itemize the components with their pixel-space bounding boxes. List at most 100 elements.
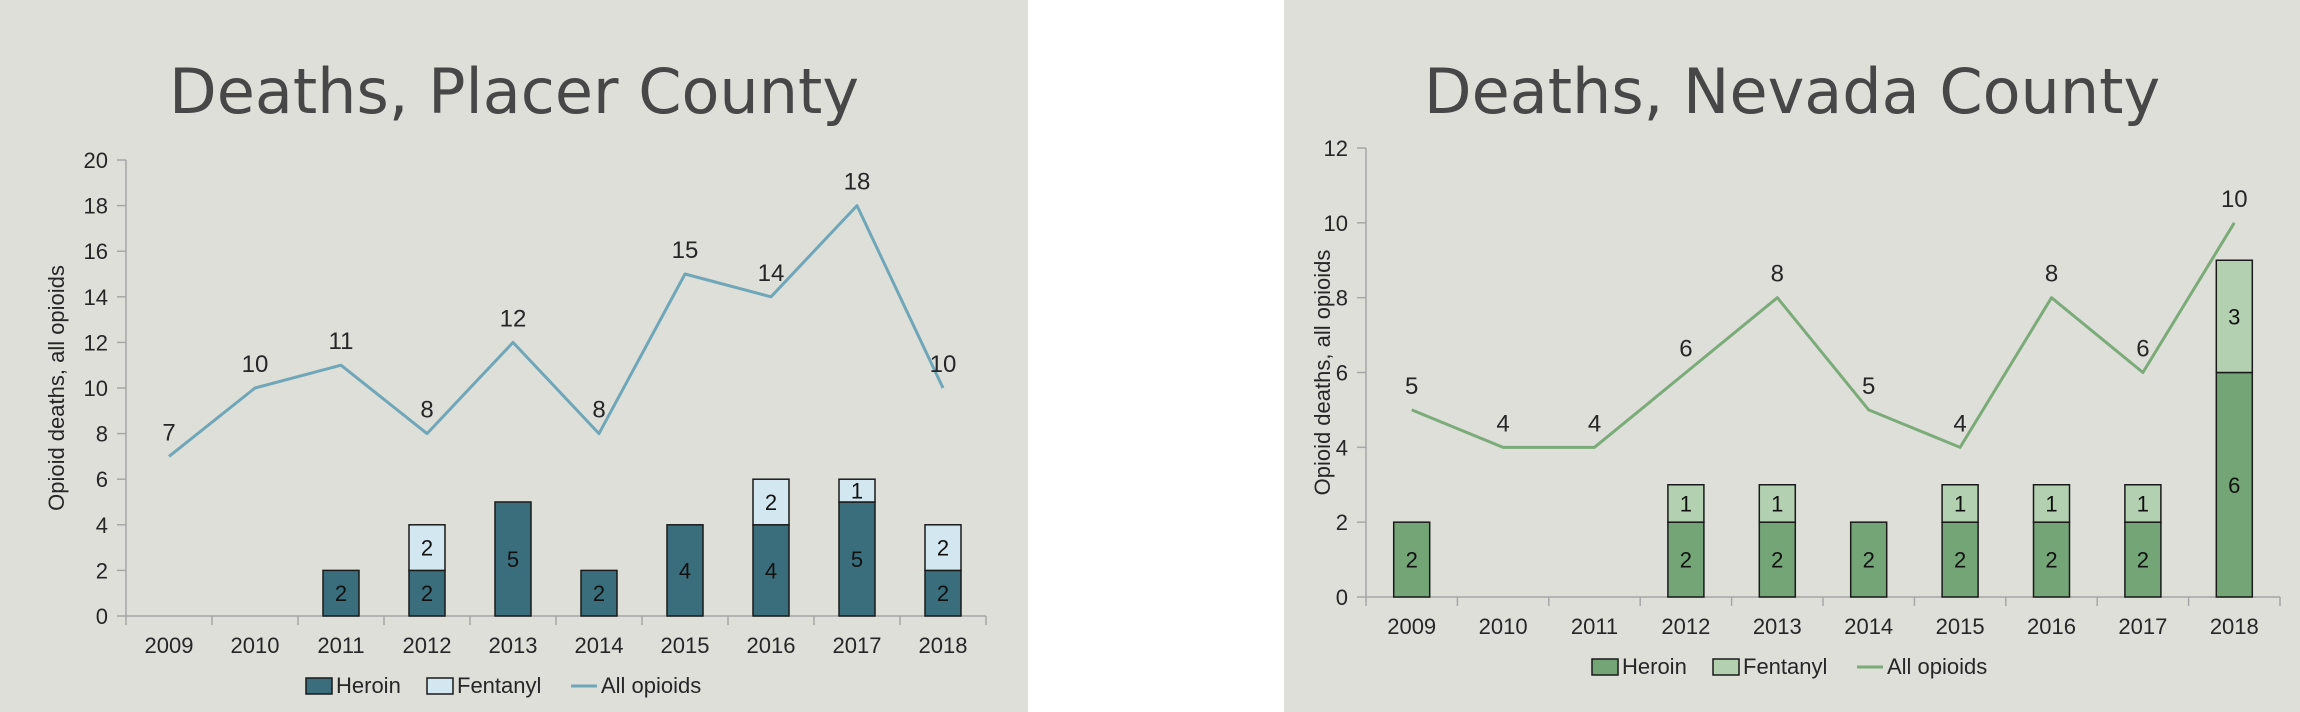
bar-data-label: 2 — [1680, 548, 1692, 573]
bar-fentanyl — [2215, 259, 2254, 374]
bar-fentanyl — [1941, 484, 1979, 523]
line-data-label: 4 — [1588, 410, 1601, 437]
bar-data-label: 1 — [1771, 491, 1783, 516]
line-data-label: 10 — [930, 351, 957, 378]
y-tick-label: 16 — [84, 239, 108, 264]
bar-data-label: 6 — [2228, 473, 2240, 498]
y-tick-label: 8 — [96, 422, 108, 447]
placer-chart-panel: Deaths, Placer County 0 2 4 6 8 10 12 14 16 18 20 2… — [0, 0, 1028, 712]
y-tick-label: 14 — [84, 285, 108, 310]
line-data-label: 18 — [844, 169, 871, 196]
bar-heroin — [580, 569, 618, 617]
legend-label: All opioids — [601, 673, 701, 698]
bar-data-label: 5 — [851, 547, 863, 572]
bar-data-label: 2 — [2137, 548, 2149, 573]
x-tick-label: 2010 — [231, 633, 280, 658]
bar-data-label: 2 — [1954, 548, 1966, 573]
bar-fentanyl — [838, 478, 876, 503]
bar-data-label: 2 — [335, 581, 347, 606]
line-data-label: 10 — [242, 351, 269, 378]
bar-data-label: 5 — [507, 547, 519, 572]
y-tick-label: 0 — [96, 604, 108, 629]
bar-heroin — [1849, 521, 1888, 598]
bar-heroin — [666, 524, 704, 617]
x-tick-label: 2014 — [1844, 614, 1893, 639]
line-data-label: 8 — [2045, 261, 2058, 288]
bar-data-label: 2 — [937, 536, 949, 561]
line-data-label: 14 — [758, 260, 785, 287]
legend-swatch-heroin — [305, 677, 333, 695]
y-axis-label: Opioid deaths, all opioids — [44, 265, 69, 511]
legend-label: Heroin — [336, 673, 401, 698]
bar-data-label: 2 — [421, 536, 433, 561]
bar-data-label: 2 — [2045, 548, 2057, 573]
y-tick-label: 10 — [84, 376, 108, 401]
bar-data-label: 2 — [937, 581, 949, 606]
line-data-label: 8 — [1771, 261, 1784, 288]
y-tick-label: 12 — [1324, 136, 1348, 161]
x-tick-label: 2009 — [1387, 614, 1436, 639]
line-data-label: 10 — [2221, 186, 2248, 213]
bar-heroin — [838, 501, 876, 617]
y-tick-label: 2 — [96, 558, 108, 583]
x-tick-label: 2016 — [2027, 614, 2076, 639]
x-tick-label: 2010 — [1479, 614, 1528, 639]
y-tick-label: 8 — [1336, 286, 1348, 311]
bar-data-label: 1 — [1954, 491, 1966, 516]
line-data-label: 8 — [420, 397, 433, 424]
bar-heroin — [1667, 521, 1705, 598]
bar-data-label: 2 — [1406, 548, 1418, 573]
x-tick-label: 2011 — [1571, 614, 1618, 639]
bar-fentanyl — [1758, 484, 1797, 523]
bar-heroin — [752, 524, 790, 617]
bar-fentanyl — [1667, 484, 1705, 523]
bar-data-label: 1 — [2045, 491, 2057, 516]
bar-data-label: 2 — [765, 490, 777, 515]
y-tick-label: 2 — [1336, 510, 1348, 535]
bar-heroin — [408, 569, 446, 617]
bar-fentanyl — [2032, 484, 2071, 523]
legend-label: Fentanyl — [457, 673, 541, 698]
line-data-label: 4 — [1496, 410, 1509, 437]
nevada-chart-panel: Deaths, Nevada County 0 2 4 6 8 10 12 2009 2010 2… — [1284, 0, 2300, 712]
chart-title: Deaths, Nevada County — [1423, 55, 2161, 128]
y-axis-label: Opioid deaths, all opioids — [1310, 250, 1335, 496]
y-tick-label: 4 — [96, 513, 108, 538]
line-data-label: 11 — [329, 328, 354, 355]
line-data-label: 4 — [1953, 410, 1966, 437]
x-tick-label: 2016 — [747, 633, 796, 658]
x-tick-label: 2018 — [919, 633, 968, 658]
y-tick-label: 18 — [84, 194, 108, 219]
legend-label: Fentanyl — [1743, 654, 1827, 679]
legend-label: All opioids — [1887, 654, 1987, 679]
legend-swatch-heroin — [1591, 658, 1619, 676]
y-tick-label: 6 — [96, 467, 108, 492]
x-tick-label: 2013 — [489, 633, 538, 658]
bar-fentanyl — [924, 524, 962, 572]
x-tick-label: 2015 — [1936, 614, 1985, 639]
legend-label: Heroin — [1622, 654, 1687, 679]
bar-data-label: 4 — [765, 558, 777, 583]
bar-data-label: 1 — [851, 479, 863, 504]
x-tick-label: 2013 — [1753, 614, 1802, 639]
line-data-label: 5 — [1405, 373, 1418, 400]
y-tick-label: 0 — [1336, 585, 1348, 610]
x-tick-label: 2014 — [575, 633, 624, 658]
bar-heroin — [322, 569, 360, 617]
bar-data-label: 2 — [421, 581, 433, 606]
bar-fentanyl — [752, 478, 790, 526]
bar-data-label: 3 — [2228, 304, 2240, 329]
x-tick-label: 2012 — [403, 633, 452, 658]
bar-data-label: 2 — [593, 581, 605, 606]
x-tick-label: 2009 — [145, 633, 194, 658]
bar-data-label: 2 — [1863, 548, 1875, 573]
legend-swatch-fentanyl — [1712, 658, 1740, 676]
bar-fentanyl — [2124, 484, 2162, 523]
line-data-label: 7 — [162, 419, 175, 446]
bar-heroin — [924, 569, 962, 617]
legend-swatch-fentanyl — [426, 677, 454, 695]
x-tick-label: 2018 — [2210, 614, 2259, 639]
y-tick-label: 10 — [1324, 211, 1348, 236]
